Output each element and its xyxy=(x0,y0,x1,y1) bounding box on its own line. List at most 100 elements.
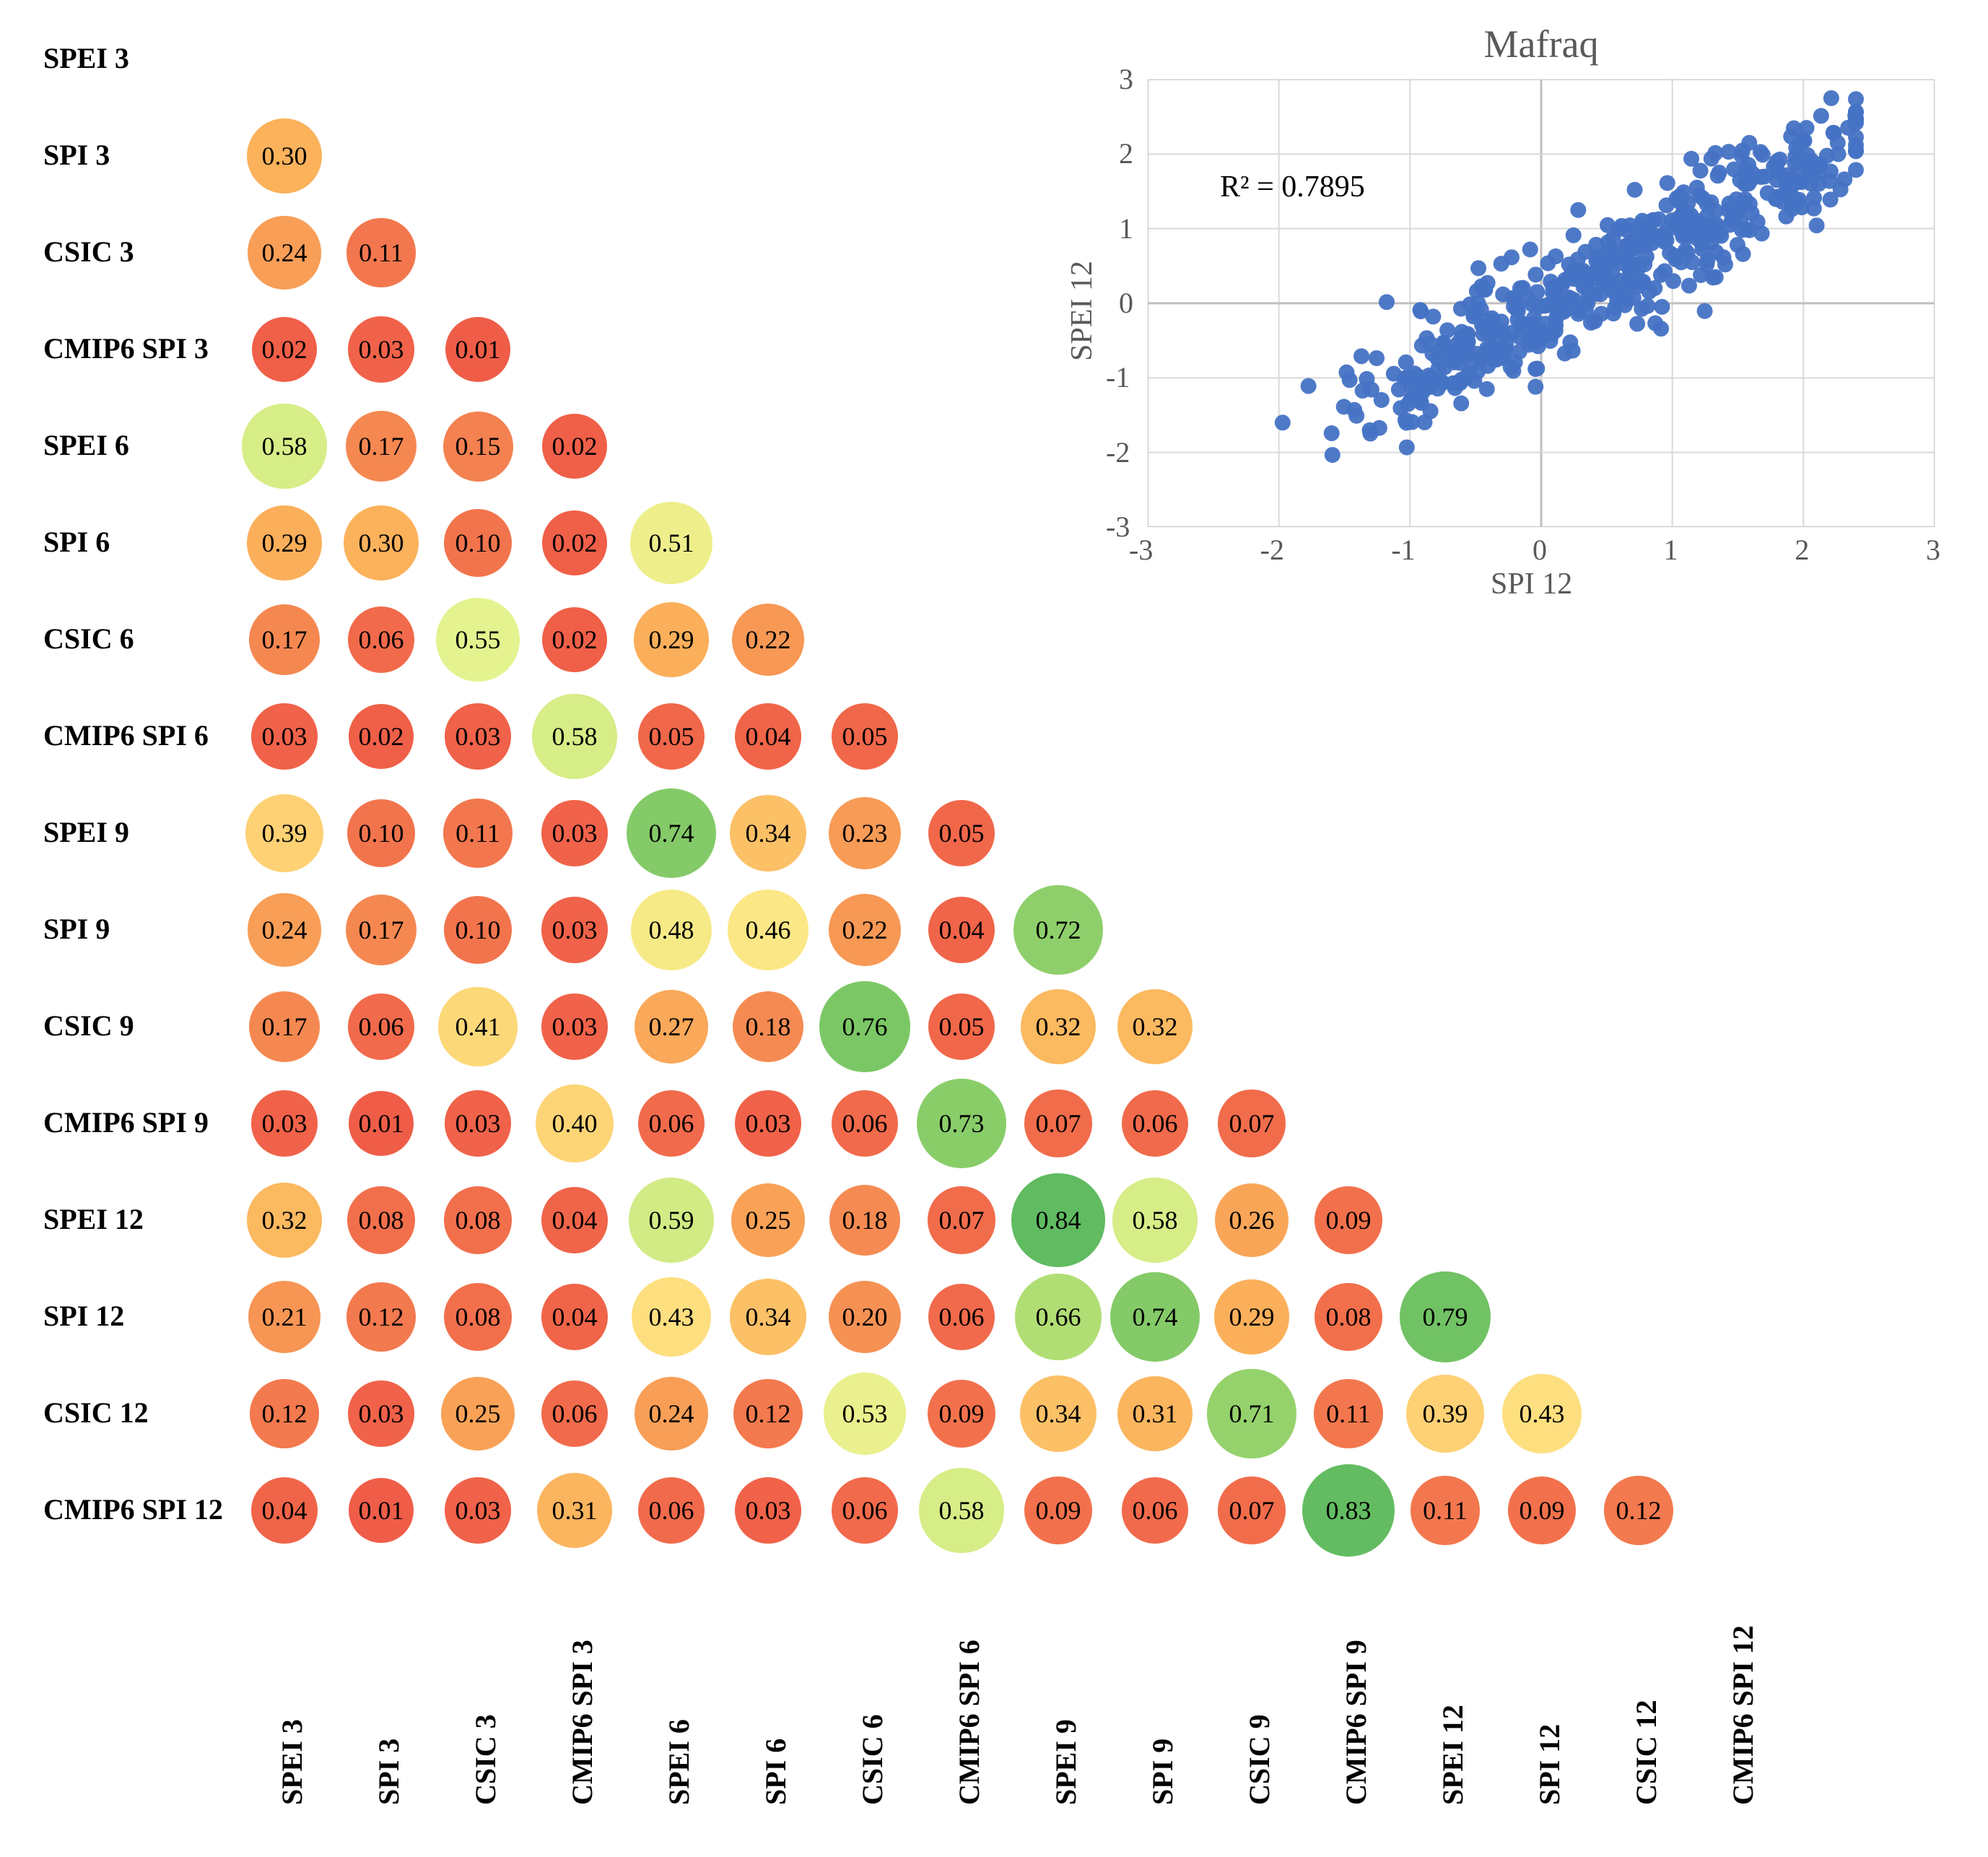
matrix-bubble: 0.43 xyxy=(632,1277,711,1357)
matrix-bubble: 0.04 xyxy=(251,1477,318,1544)
scatter-x-tick: 1 xyxy=(1664,533,1678,567)
matrix-bubble-value: 0.11 xyxy=(359,238,404,268)
matrix-bubble: 0.20 xyxy=(829,1281,900,1352)
matrix-bubble: 0.11 xyxy=(1411,1476,1479,1544)
matrix-bubble: 0.03 xyxy=(445,1477,510,1543)
matrix-bubble: 0.15 xyxy=(443,412,513,482)
matrix-bubble: 0.10 xyxy=(444,509,513,578)
matrix-bubble-value: 0.24 xyxy=(261,238,307,268)
matrix-bubble-value: 0.11 xyxy=(455,818,500,848)
matrix-bubble-value: 0.32 xyxy=(261,1205,307,1235)
matrix-bubble: 0.02 xyxy=(252,317,318,383)
matrix-bubble-value: 0.18 xyxy=(842,1205,887,1235)
scatter-r2-label: R² = 0.7895 xyxy=(1220,170,1365,204)
matrix-bubble: 0.05 xyxy=(832,703,898,770)
matrix-bubble: 0.09 xyxy=(1024,1477,1092,1544)
matrix-bubble: 0.06 xyxy=(1122,1477,1189,1544)
matrix-bubble: 0.03 xyxy=(735,1090,801,1156)
matrix-bubble-value: 0.03 xyxy=(455,721,500,752)
matrix-bubble: 0.17 xyxy=(346,895,417,965)
matrix-bubble: 0.12 xyxy=(1604,1476,1673,1545)
matrix-bubble-value: 0.10 xyxy=(358,818,404,848)
matrix-col-label: CSIC 12 xyxy=(1629,1700,1663,1805)
matrix-bubble-value: 0.39 xyxy=(261,818,307,848)
matrix-bubble-value: 0.01 xyxy=(455,334,500,365)
matrix-col-label: SPI 6 xyxy=(759,1739,793,1805)
matrix-bubble-value: 0.06 xyxy=(648,1495,694,1526)
matrix-bubble-value: 0.32 xyxy=(1132,1012,1177,1042)
matrix-bubble: 0.06 xyxy=(1122,1090,1189,1157)
matrix-bubble-value: 0.25 xyxy=(455,1399,500,1429)
matrix-bubble: 0.03 xyxy=(445,1090,510,1156)
matrix-bubble-value: 0.22 xyxy=(745,625,790,655)
matrix-bubble: 0.01 xyxy=(445,317,510,382)
matrix-bubble-value: 0.39 xyxy=(1422,1399,1468,1429)
matrix-bubble-value: 0.09 xyxy=(938,1399,984,1429)
matrix-col-label: CSIC 3 xyxy=(468,1714,502,1805)
matrix-bubble: 0.30 xyxy=(247,118,322,193)
matrix-bubble: 0.83 xyxy=(1302,1464,1395,1557)
matrix-bubble: 0.59 xyxy=(629,1178,714,1263)
matrix-bubble: 0.32 xyxy=(1117,989,1193,1065)
matrix-bubble-value: 0.09 xyxy=(1519,1495,1564,1526)
scatter-y-axis-title: SPEI 12 xyxy=(1065,261,1099,361)
matrix-bubble: 0.11 xyxy=(443,799,512,867)
matrix-bubble-value: 0.15 xyxy=(455,431,501,461)
matrix-bubble-value: 0.58 xyxy=(1132,1205,1177,1235)
matrix-bubble: 0.02 xyxy=(542,510,608,576)
matrix-bubble: 0.03 xyxy=(541,993,607,1059)
matrix-bubble-value: 0.17 xyxy=(261,625,307,655)
matrix-bubble: 0.18 xyxy=(733,991,803,1062)
scatter-x-tick: 2 xyxy=(1795,533,1809,567)
matrix-bubble-value: 0.26 xyxy=(1229,1205,1274,1235)
scatter-x-tick: -3 xyxy=(1129,533,1153,567)
matrix-bubble: 0.22 xyxy=(829,894,901,966)
matrix-bubble: 0.43 xyxy=(1502,1374,1582,1453)
scatter-y-tick: 1 xyxy=(1119,212,1133,245)
matrix-bubble-value: 0.74 xyxy=(1132,1302,1177,1332)
matrix-bubble: 0.10 xyxy=(347,799,416,868)
figure-root: SPEI 3SPI 3CSIC 3CMIP6 SPI 3SPEI 6SPI 6C… xyxy=(0,0,1988,1857)
matrix-row-label: SPEI 12 xyxy=(43,1202,144,1236)
matrix-bubble-value: 0.17 xyxy=(358,431,404,461)
matrix-bubble-value: 0.02 xyxy=(552,431,597,461)
matrix-bubble-value: 0.07 xyxy=(1229,1108,1274,1139)
matrix-bubble: 0.39 xyxy=(245,794,323,872)
matrix-bubble-value: 0.76 xyxy=(842,1012,887,1042)
matrix-bubble: 0.12 xyxy=(733,1379,803,1448)
matrix-bubble-value: 0.17 xyxy=(358,915,404,945)
matrix-bubble-value: 0.06 xyxy=(842,1495,887,1526)
matrix-col-label: SPEI 3 xyxy=(275,1719,309,1805)
matrix-bubble: 0.46 xyxy=(728,890,808,970)
matrix-bubble-value: 0.02 xyxy=(358,721,404,752)
matrix-bubble: 0.12 xyxy=(346,1282,416,1352)
matrix-bubble: 0.06 xyxy=(832,1090,899,1157)
matrix-bubble-value: 0.34 xyxy=(745,818,790,848)
scatter-title: Mafraq xyxy=(1469,22,1613,66)
matrix-bubble: 0.11 xyxy=(1314,1379,1382,1448)
matrix-row-label: SPEI 9 xyxy=(43,815,129,849)
matrix-bubble: 0.03 xyxy=(445,703,510,769)
matrix-row-label: CSIC 9 xyxy=(43,1009,134,1043)
matrix-bubble-value: 0.32 xyxy=(1035,1012,1081,1042)
matrix-row-label: CMIP6 SPI 3 xyxy=(43,331,209,365)
matrix-bubble: 0.07 xyxy=(1218,1477,1285,1544)
matrix-bubble-value: 0.59 xyxy=(648,1205,694,1235)
matrix-bubble: 0.48 xyxy=(631,890,712,970)
matrix-bubble: 0.58 xyxy=(532,694,616,778)
matrix-col-label: CMIP6 SPI 9 xyxy=(1339,1640,1373,1805)
scatter-x-tick: 0 xyxy=(1533,533,1547,567)
matrix-bubble-value: 0.23 xyxy=(842,818,887,848)
matrix-bubble-value: 0.71 xyxy=(1229,1399,1274,1429)
matrix-bubble-value: 0.30 xyxy=(262,141,308,171)
matrix-bubble: 0.05 xyxy=(928,800,995,866)
matrix-bubble: 0.66 xyxy=(1015,1274,1102,1361)
matrix-bubble: 0.55 xyxy=(436,598,520,682)
matrix-bubble: 0.02 xyxy=(542,607,608,673)
scatter-x-tick: 3 xyxy=(1926,533,1940,567)
matrix-bubble-value: 0.53 xyxy=(842,1399,887,1429)
matrix-row-label: SPEI 3 xyxy=(43,41,129,75)
matrix-col-label: SPEI 9 xyxy=(1049,1719,1083,1805)
matrix-bubble: 0.40 xyxy=(536,1084,614,1163)
matrix-bubble: 0.08 xyxy=(444,1186,512,1254)
